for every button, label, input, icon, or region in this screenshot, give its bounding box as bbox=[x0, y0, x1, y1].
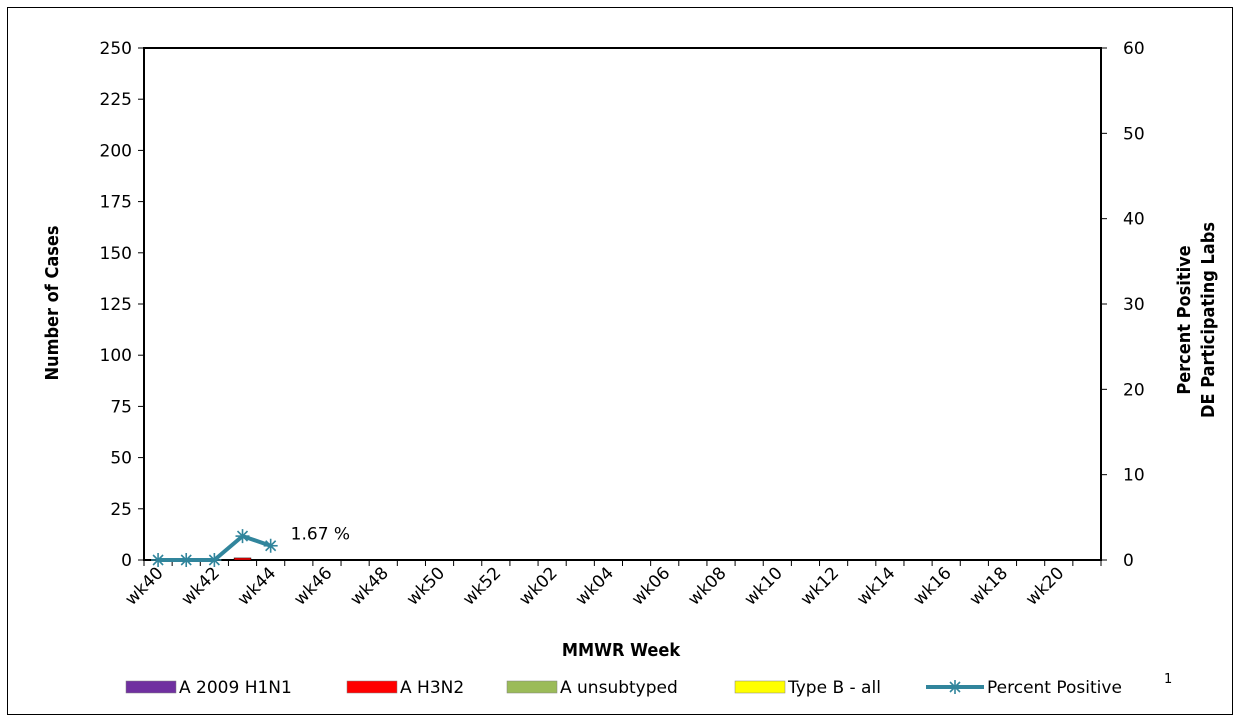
y2-tick-label: 30 bbox=[1123, 295, 1145, 315]
x-tick-label: wk42 bbox=[178, 563, 224, 609]
legend-swatch bbox=[734, 680, 786, 694]
marker-stroke bbox=[180, 554, 192, 566]
marker-stroke bbox=[208, 554, 220, 566]
y-axis-title: Number of Cases bbox=[42, 225, 63, 380]
bar-group bbox=[233, 557, 252, 561]
y-tick-label: 175 bbox=[100, 193, 132, 213]
x-tick-label: wk20 bbox=[1022, 563, 1068, 609]
line-point-marker bbox=[151, 553, 166, 567]
line-point-marker bbox=[179, 553, 194, 567]
y2-tick-label: 10 bbox=[1123, 466, 1145, 486]
x-tick-label: wk08 bbox=[684, 563, 730, 609]
annotation-label: 1.67 % bbox=[291, 525, 350, 545]
x-tick-label: wk46 bbox=[290, 563, 336, 609]
chart-svg: 0 25 50 75 100 125 150 175 200 225 250 0 10 20 30 40 50… bbox=[42, 39, 1219, 698]
x-tick-label: wk12 bbox=[797, 563, 843, 609]
marker-stroke bbox=[152, 554, 164, 566]
x-tick-label: wk14 bbox=[853, 563, 899, 609]
y2-tick-label: 40 bbox=[1123, 210, 1145, 230]
y2-axis-title-line2: DE Participating Labs bbox=[1198, 222, 1219, 418]
y-tick-label: 200 bbox=[100, 141, 132, 161]
y-tick-label: 25 bbox=[110, 500, 132, 520]
x-tick-label: wk48 bbox=[347, 563, 393, 609]
x-tick-label: wk50 bbox=[403, 563, 449, 609]
x-axis-title: MMWR Week bbox=[562, 640, 681, 661]
legend-label: A 2009 H1N1 bbox=[179, 678, 292, 698]
legend-label: A unsubtyped bbox=[560, 678, 678, 698]
y2-tick-label: 20 bbox=[1123, 380, 1145, 400]
y-tick-label: 100 bbox=[100, 346, 132, 366]
y-tick-label: 225 bbox=[100, 90, 132, 110]
y2-axis-title-line1: Percent Positive bbox=[1174, 245, 1195, 394]
line-point-marker bbox=[235, 529, 250, 544]
line-group bbox=[151, 529, 278, 567]
marker-stroke bbox=[236, 530, 249, 542]
y2-tick-label: 0 bbox=[1123, 551, 1134, 571]
legend-swatch bbox=[346, 680, 398, 694]
line-point-marker bbox=[207, 553, 222, 567]
line-point-marker bbox=[263, 538, 278, 553]
legend-footnote-marker: 1 bbox=[1164, 672, 1172, 687]
y-tick-label: 75 bbox=[110, 397, 132, 417]
x-tick-label: wk44 bbox=[234, 563, 280, 609]
plot-area bbox=[143, 47, 1102, 561]
marker-stroke bbox=[949, 681, 961, 693]
chart-frame: 0 25 50 75 100 125 150 175 200 225 250 0 10 20 30 40 50… bbox=[7, 7, 1233, 715]
y-tick-label: 0 bbox=[121, 551, 132, 571]
legend-label: Percent Positive bbox=[987, 678, 1122, 698]
bar bbox=[233, 557, 252, 561]
x-tick-label: wk52 bbox=[459, 563, 505, 609]
y2-tick-label: 50 bbox=[1123, 124, 1145, 144]
x-tick-label: wk06 bbox=[628, 563, 674, 609]
x-tick-label: wk04 bbox=[572, 563, 618, 609]
y-tick-label: 50 bbox=[110, 449, 132, 469]
legend-label: Type B - all bbox=[787, 678, 881, 698]
marker-stroke bbox=[265, 540, 277, 552]
y-tick-label: 250 bbox=[100, 39, 132, 59]
legend-label: A H3N2 bbox=[400, 678, 464, 698]
line-point-marker bbox=[948, 680, 962, 694]
legend-swatch bbox=[506, 680, 558, 694]
y-tick-label: 125 bbox=[100, 295, 132, 315]
x-tick-label: wk16 bbox=[909, 563, 955, 609]
plot-border bbox=[143, 47, 1102, 561]
y2-tick-label: 60 bbox=[1123, 39, 1145, 59]
left-axis: 0 25 50 75 100 125 150 175 200 225 250 bbox=[100, 39, 144, 571]
x-tick-label: wk10 bbox=[741, 563, 787, 609]
x-tick-label: wk18 bbox=[966, 563, 1012, 609]
right-axis: 0 10 20 30 40 50 60 bbox=[1101, 39, 1145, 571]
x-axis: wk40 wk42 wk44 wk46 wk48 wk50 wk52 wk02 wk04 wk06… bbox=[121, 560, 1102, 610]
y-tick-label: 150 bbox=[100, 244, 132, 264]
x-tick-label: wk02 bbox=[515, 563, 561, 609]
legend-swatch bbox=[125, 680, 177, 694]
legend: A 2009 H1N1 A H3N2 A unsubtyped Type B - al… bbox=[125, 672, 1172, 698]
